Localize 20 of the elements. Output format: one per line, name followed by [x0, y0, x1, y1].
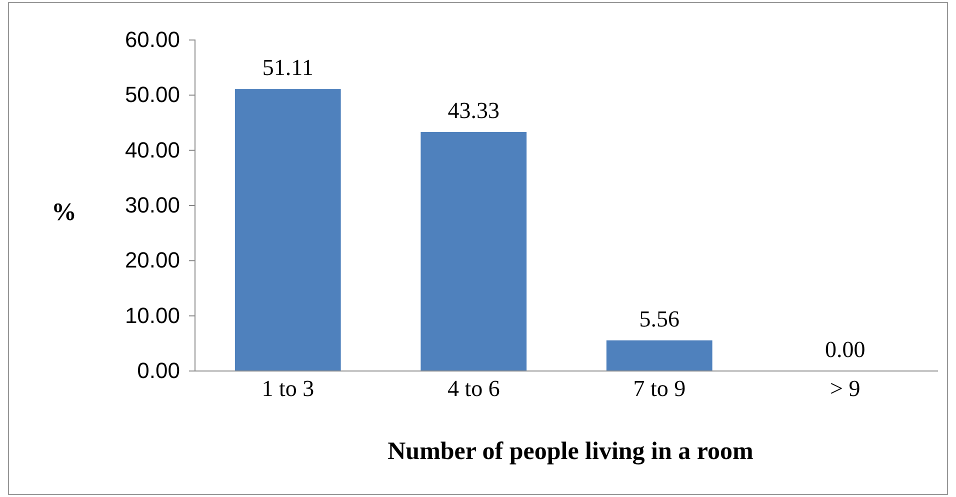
y-tick-label: 60.00: [124, 27, 180, 52]
y-tick-label: 20.00: [124, 248, 180, 273]
y-tick-label: 40.00: [124, 137, 180, 162]
y-tick-label: 10.00: [124, 302, 180, 328]
x-tick-label: 1 to 3: [262, 376, 314, 401]
x-axis-title: Number of people living in a room: [388, 438, 754, 465]
x-tick-label: 4 to 6: [447, 376, 500, 401]
x-tick-label: 7 to 9: [633, 376, 686, 401]
data-label: 51.11: [262, 55, 314, 80]
data-label: 43.33: [448, 98, 500, 123]
x-tick-label: > 9: [830, 376, 860, 401]
bar: [606, 340, 712, 371]
bar: [420, 132, 527, 371]
data-label: 0.00: [825, 337, 866, 362]
y-axis-title: %: [52, 199, 76, 226]
y-tick-label: 0.00: [137, 358, 180, 384]
data-label: 5.56: [639, 306, 680, 332]
bar: [234, 89, 341, 371]
y-tick-label: 50.00: [124, 82, 180, 108]
y-tick-label: 30.00: [124, 192, 180, 218]
